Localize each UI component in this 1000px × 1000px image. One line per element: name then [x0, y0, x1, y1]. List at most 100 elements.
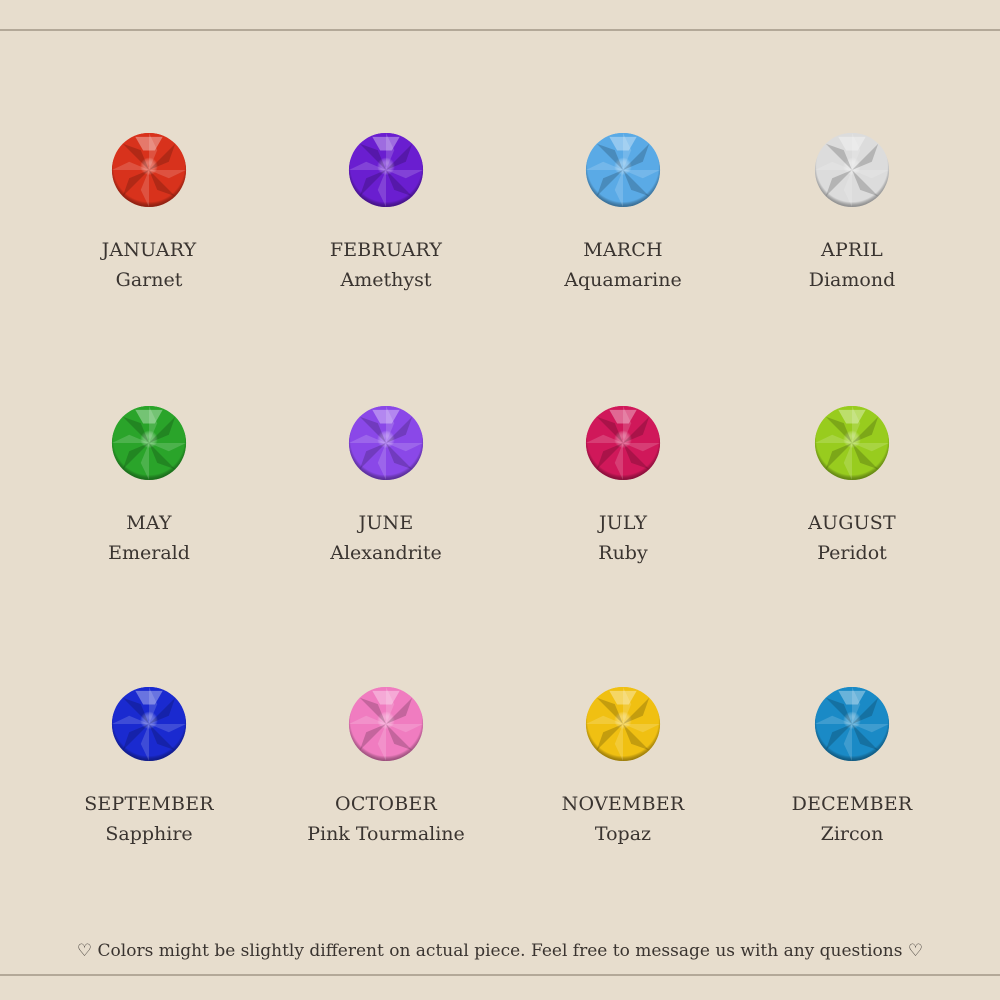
gem-facet	[140, 170, 149, 208]
gem-facet	[614, 443, 623, 481]
gem-facet	[852, 724, 890, 733]
gem-facet	[348, 715, 386, 724]
birthstone-emerald: MAY Emerald	[39, 404, 259, 568]
gem-facet	[149, 405, 158, 443]
gem-facet	[111, 434, 149, 443]
gem-facet	[852, 724, 879, 751]
gem-facet	[596, 697, 623, 724]
month-label: MARCH	[583, 239, 663, 261]
gem-facet	[843, 443, 852, 481]
gem-facet	[585, 434, 623, 443]
gem-facet	[596, 724, 623, 751]
gem-facet	[386, 132, 395, 170]
gem-facet	[623, 443, 661, 452]
top-divider	[0, 29, 1000, 31]
gem-facet	[843, 170, 852, 208]
gem-facet	[852, 170, 890, 179]
gem-highlight	[609, 409, 637, 424]
month-label: SEPTEMBER	[84, 793, 214, 815]
month-label: MAY	[126, 512, 172, 534]
gem-facet	[348, 434, 386, 443]
gem-icon	[585, 132, 661, 208]
gem-icon	[111, 132, 187, 208]
gem-icon	[111, 686, 187, 762]
gem-facet	[122, 170, 149, 197]
gem-highlight	[135, 136, 163, 151]
stone-name: Topaz	[594, 823, 652, 845]
gem-facet	[852, 697, 879, 724]
gem-facet	[386, 724, 424, 733]
gem-facet	[623, 405, 632, 443]
birthstone-topaz: NOVEMBER Topaz	[513, 685, 733, 849]
birthstone-alexandrite: JUNE Alexandrite	[276, 404, 496, 568]
gem-facet	[149, 724, 187, 733]
gem-facet	[149, 170, 176, 197]
gem-facet	[623, 724, 650, 751]
birthstone-ruby: JULY Ruby	[513, 404, 733, 568]
gem-facet	[359, 416, 386, 443]
birthstone-aquamarine: MARCH Aquamarine	[513, 131, 733, 295]
gem-facet	[149, 132, 158, 170]
month-label: OCTOBER	[335, 793, 437, 815]
month-label: JUNE	[358, 512, 414, 534]
gem-icon	[814, 686, 890, 762]
stone-name: Peridot	[817, 542, 887, 564]
gem-facet	[386, 443, 424, 452]
gem-facet	[825, 724, 852, 751]
gem-facet	[585, 161, 623, 170]
gem-icon	[585, 405, 661, 481]
month-label: FEBRUARY	[329, 239, 443, 261]
gem-facet	[623, 443, 650, 470]
birthstone-zircon: DECEMBER Zircon	[742, 685, 962, 849]
gem-icon	[111, 405, 187, 481]
gem-highlight	[372, 409, 400, 424]
gem-icon	[585, 686, 661, 762]
gem-facet	[852, 443, 879, 470]
gem-facet	[614, 170, 623, 208]
gem-facet	[377, 443, 386, 481]
gem-facet	[596, 416, 623, 443]
stone-name: Pink Tourmaline	[307, 823, 465, 845]
gem-facet	[825, 416, 852, 443]
gem-facet	[111, 161, 149, 170]
gem-icon	[814, 132, 890, 208]
month-label: APRIL	[821, 239, 883, 261]
gem-facet	[585, 715, 623, 724]
gem-facet	[623, 132, 632, 170]
gem-facet	[386, 416, 413, 443]
gem-icon	[348, 405, 424, 481]
stone-name: Amethyst	[340, 269, 432, 291]
gem-icon	[348, 132, 424, 208]
birthstone-sapphire: SEPTEMBER Sapphire	[39, 685, 259, 849]
gem-facet	[386, 170, 424, 179]
birthstone-diamond: APRIL Diamond	[742, 131, 962, 295]
gem-highlight	[838, 409, 866, 424]
gem-facet	[623, 686, 632, 724]
birthstone-amethyst: FEBRUARY Amethyst	[276, 131, 496, 295]
gem-facet	[140, 724, 149, 762]
stone-name: Zircon	[820, 823, 884, 845]
bottom-divider	[0, 974, 1000, 976]
gem-facet	[623, 170, 661, 179]
footer-note: ♡ Colors might be slightly different on …	[76, 941, 924, 961]
stone-name: Sapphire	[105, 823, 193, 845]
gem-facet	[852, 443, 890, 452]
gem-facet	[386, 405, 395, 443]
gem-icon	[814, 405, 890, 481]
gem-highlight	[838, 690, 866, 705]
gem-highlight	[609, 690, 637, 705]
gem-facet	[377, 724, 386, 762]
gem-facet	[149, 443, 187, 452]
gem-facet	[386, 443, 413, 470]
gem-highlight	[135, 409, 163, 424]
gem-facet	[623, 697, 650, 724]
gem-facet	[852, 132, 861, 170]
stone-name: Garnet	[115, 269, 183, 291]
gem-facet	[377, 170, 386, 208]
gem-facet	[149, 170, 187, 179]
gem-facet	[814, 434, 852, 443]
gem-facet	[149, 686, 158, 724]
gem-facet	[111, 715, 149, 724]
birthstone-peridot: AUGUST Peridot	[742, 404, 962, 568]
gem-highlight	[135, 690, 163, 705]
